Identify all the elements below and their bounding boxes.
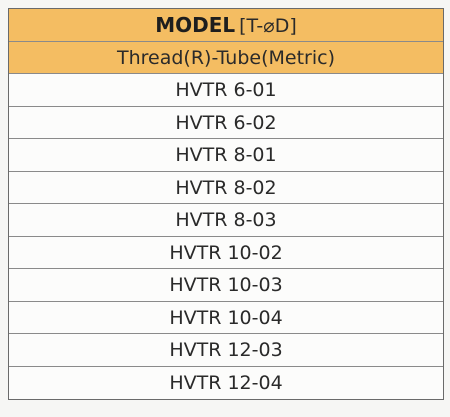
model-row: HVTR 10-03 [9, 269, 443, 302]
header-description: Thread(R)-Tube(Metric) [9, 41, 443, 74]
model-row: HVTR 12-03 [9, 334, 443, 367]
header-row: MODEL [T-⌀D] [9, 9, 443, 42]
header-subtitle: [T-⌀D] [239, 15, 297, 37]
model-row: HVTR 12-04 [169, 371, 283, 394]
header-title: MODEL [155, 13, 236, 37]
model-row: HVTR 10-04 [9, 302, 443, 334]
model-row: HVTR 6-01 [9, 74, 443, 107]
model-row: HVTR 8-02 [9, 172, 443, 204]
model-row: HVTR 8-01 [9, 139, 443, 172]
model-row: HVTR 8-03 [9, 204, 443, 237]
model-row: HVTR 6-02 [9, 107, 443, 139]
model-row: HVTR 10-02 [9, 237, 443, 269]
model-table: MODEL [T-⌀D] Thread(R)-Tube(Metric) HVTR … [8, 8, 444, 400]
